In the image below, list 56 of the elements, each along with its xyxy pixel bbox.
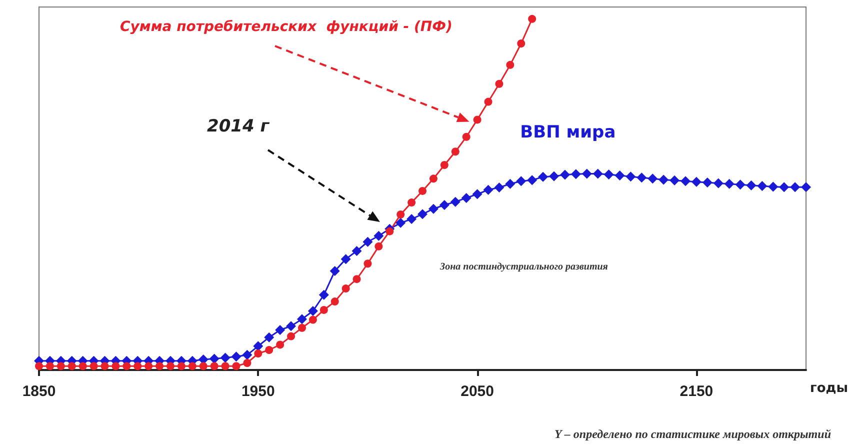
point <box>506 60 514 69</box>
point <box>352 275 361 284</box>
point <box>276 340 284 349</box>
point <box>221 362 230 370</box>
point <box>473 116 482 124</box>
point <box>78 362 87 370</box>
point <box>90 362 98 370</box>
x-tick-label: 2150 <box>680 383 714 400</box>
point <box>418 186 427 195</box>
annotation: 2014 г <box>207 116 270 136</box>
point <box>265 346 274 354</box>
point <box>495 80 504 88</box>
point <box>298 324 306 332</box>
x-tick-label: 1950 <box>241 383 275 400</box>
point <box>408 198 416 207</box>
point <box>440 160 448 169</box>
point <box>56 362 65 370</box>
point <box>166 362 174 370</box>
point <box>364 260 372 268</box>
annotation: Зона постиндустриального развития <box>439 262 608 272</box>
point <box>156 362 164 370</box>
point <box>144 362 153 370</box>
point <box>429 174 438 183</box>
point <box>330 298 339 306</box>
point <box>374 242 383 250</box>
point <box>462 132 470 141</box>
point <box>177 362 186 370</box>
point <box>396 210 405 218</box>
text: Y – определено по статистике мировых открытий <box>554 427 832 441</box>
point <box>484 98 492 106</box>
point <box>210 362 218 370</box>
point <box>517 40 526 48</box>
point <box>308 316 317 324</box>
point <box>320 306 328 314</box>
point <box>134 362 142 370</box>
point <box>386 227 394 236</box>
point <box>122 362 131 370</box>
x-axis-title: годы <box>810 381 848 396</box>
point <box>188 362 196 370</box>
point <box>68 362 76 370</box>
text: Сумма потребительских функций - (ПФ) <box>120 19 452 35</box>
point <box>232 362 240 370</box>
point <box>112 362 120 370</box>
point <box>46 362 54 370</box>
point <box>451 148 460 156</box>
point <box>243 358 252 367</box>
point <box>199 362 208 370</box>
point <box>287 332 296 340</box>
point <box>35 362 43 370</box>
x-tick-label: 1850 <box>22 383 56 400</box>
point <box>254 350 262 358</box>
series-label: ВВП мира <box>520 122 616 142</box>
x-tick-label: 2050 <box>460 383 494 400</box>
point <box>342 284 350 293</box>
point <box>528 14 536 23</box>
point <box>100 362 109 370</box>
